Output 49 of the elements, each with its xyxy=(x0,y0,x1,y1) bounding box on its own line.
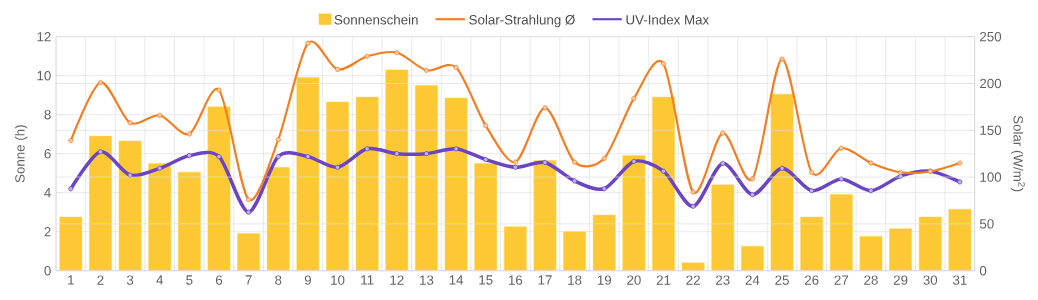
y2-tick-label: 200 xyxy=(980,78,1002,89)
y-tick-label: 4 xyxy=(44,188,51,198)
y-axis-title: Sonne (h) xyxy=(14,125,28,183)
x-tick-label: 2 xyxy=(97,275,104,285)
legend-label: Solar-Strahlung Ø xyxy=(469,14,575,28)
legend-label: UV-Index Max xyxy=(626,14,710,25)
x-tick-label: 14 xyxy=(449,275,464,285)
x-tick-label: 17 xyxy=(538,275,552,285)
x-tick-label: 10 xyxy=(331,275,345,285)
x-tick-label: 11 xyxy=(361,275,374,285)
x-tick-label: 18 xyxy=(568,275,582,285)
x-tick-label: 16 xyxy=(508,275,523,285)
y-tick-label: 8 xyxy=(44,109,51,120)
y2-tick-label: 150 xyxy=(980,125,1002,135)
x-tick-label: 26 xyxy=(804,275,819,285)
x-tick-label: 3 xyxy=(126,275,134,285)
y2-tick-label: 100 xyxy=(980,172,1002,182)
x-tick-label: 15 xyxy=(479,275,493,285)
x-tick-label: 23 xyxy=(716,275,730,285)
x-tick-label: 4 xyxy=(156,275,164,285)
x-tick-label: 22 xyxy=(686,275,700,285)
y2-axis-title: Solar (W/m$^{2}$) xyxy=(1010,115,1025,192)
x-tick-label: 30 xyxy=(923,275,938,285)
y-tick-label: 10 xyxy=(37,70,51,81)
x-tick-label: 21 xyxy=(656,275,671,285)
y-tick-label: 0 xyxy=(44,265,51,276)
x-tick-label: 19 xyxy=(597,275,612,285)
x-tick-label: 9 xyxy=(304,275,311,285)
x-tick-label: 8 xyxy=(275,275,282,285)
y2-tick-label: 50 xyxy=(979,219,994,229)
x-tick-label: 24 xyxy=(745,275,760,285)
x-tick-label: 5 xyxy=(186,275,193,285)
x-tick-label: 20 xyxy=(627,275,641,285)
legend-label: Sonnenschein xyxy=(334,14,418,25)
y2-tick-label: 0 xyxy=(979,265,987,276)
x-tick-label: 31 xyxy=(952,275,967,285)
x-tick-label: 28 xyxy=(864,275,878,285)
x-tick-label: 6 xyxy=(215,275,223,285)
y-tick-label: 6 xyxy=(44,148,51,159)
x-tick-label: 1 xyxy=(68,275,74,285)
x-tick-label: 12 xyxy=(390,275,404,285)
x-tick-label: 7 xyxy=(245,275,252,285)
y-tick-label: 2 xyxy=(44,227,51,237)
y2-tick-label: 250 xyxy=(980,31,1002,42)
y-tick-label: 12 xyxy=(37,32,51,42)
x-tick-label: 25 xyxy=(775,275,789,285)
x-tick-label: 13 xyxy=(420,275,434,285)
x-tick-label: 27 xyxy=(834,275,849,285)
x-tick-label: 29 xyxy=(893,275,908,285)
